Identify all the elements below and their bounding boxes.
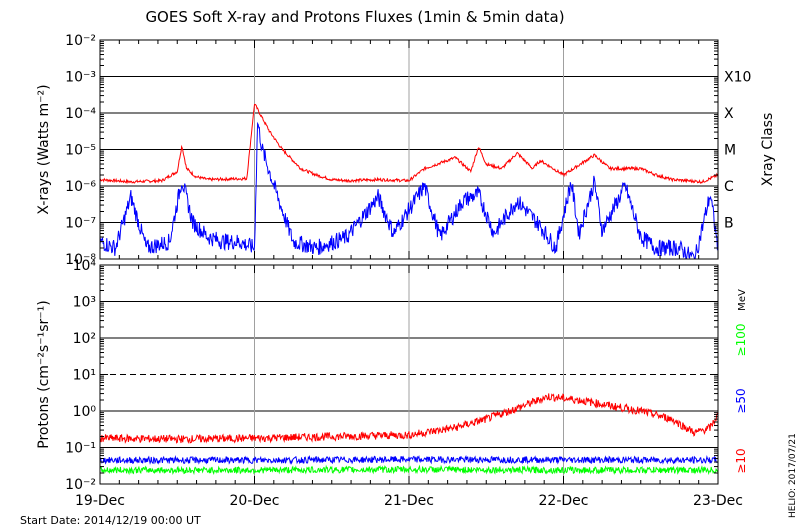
right-axis-title: MeV (737, 289, 748, 311)
xray-panel: 10⁻² 10⁻³ 10⁻⁴ 10⁻⁵ 10⁻⁶ 10⁻⁷ 10⁻⁸ X-rays (Watt… (36, 33, 776, 268)
x-axis: 19-Dec 20-Dec 21-Dec 22-Dec 23-Dec (75, 40, 743, 509)
y-tick-label: 10³ (73, 295, 96, 311)
y-tick-label: 10⁻⁷ (65, 216, 96, 232)
start-date: Start Date: 2014/12/19 00:00 UT (20, 514, 201, 527)
class-label: C (724, 179, 734, 195)
class-label: B (724, 216, 734, 232)
series-line-red (99, 393, 719, 444)
x-tick-label: 22-Dec (539, 493, 589, 509)
x-tick-label: 20-Dec (230, 493, 280, 509)
proton-panel: 10⁴ 10³ 10² 10¹ 10⁰ 10⁻¹ 10⁻² Protons (cm⁻²s⁻¹s… (36, 258, 748, 493)
y-axis-label: X-rays (Watts m⁻²) (36, 84, 52, 214)
y-tick-label: 10⁻⁵ (65, 143, 96, 159)
y-tick-label: 10⁻² (65, 477, 96, 493)
class-label: M (724, 143, 736, 159)
series-line-blue (99, 454, 719, 465)
y-tick-label: 10⁻¹ (65, 441, 96, 457)
y-tick-label: 10² (73, 331, 96, 347)
x-tick-label: 23-Dec (693, 493, 743, 509)
x-tick-label: 21-Dec (384, 493, 434, 509)
class-label: X (724, 106, 734, 122)
y-tick-label: 10⁻⁴ (65, 106, 96, 122)
legend-label: ≥50 (734, 388, 748, 413)
series-line-blue (99, 121, 719, 260)
y-tick-label: 10⁻⁶ (65, 179, 96, 195)
y-tick-label: 10⁴ (73, 258, 97, 274)
y-tick-label: 10⁻⁸ (65, 252, 96, 268)
class-label: X10 (724, 70, 751, 86)
legend-label: ≥10 (734, 448, 748, 473)
series-line-green (99, 464, 719, 476)
chart-title: GOES Soft X-ray and Protons Fluxes (1min… (145, 8, 564, 26)
credit: HELIO: 2017/07/21 (788, 433, 798, 518)
x-tick-label: 19-Dec (75, 493, 125, 509)
y-tick-label: 10⁻³ (65, 70, 96, 86)
legend-label: ≥100 (734, 324, 748, 357)
y-axis-label: Protons (cm⁻²s⁻¹sr⁻¹) (36, 300, 52, 449)
y-tick-label: 10¹ (73, 368, 96, 384)
y-tick-label: 10⁰ (73, 404, 97, 420)
right-axis-title: Xray Class (760, 113, 776, 187)
series-line-red (99, 103, 719, 184)
y-tick-label: 10⁻² (65, 33, 96, 49)
